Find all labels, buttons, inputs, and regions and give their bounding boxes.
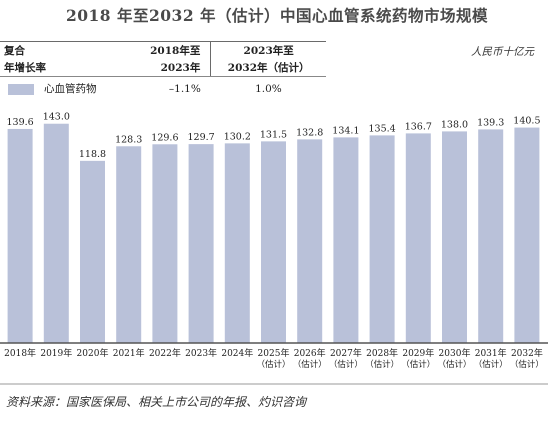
bar-11 <box>405 133 431 343</box>
cagr-period1-line1: 2018年至 <box>128 41 211 59</box>
x-tick-label-14: 2032年 <box>511 347 543 359</box>
bar-value-label-3: 128.3 <box>115 134 142 145</box>
x-tick-sublabel-7: （估计） <box>256 359 290 370</box>
x-tick-label-10: 2028年 <box>366 347 398 359</box>
bar-value-label-6: 130.2 <box>224 131 251 142</box>
cagr-period2-line1: 2023年至 <box>210 41 326 59</box>
bar-8 <box>297 139 323 343</box>
x-tick-label-0: 2018年 <box>4 347 36 359</box>
x-tick-sublabel-10: （估计） <box>365 359 399 370</box>
bar-3 <box>116 146 142 343</box>
bar-14 <box>514 127 540 343</box>
bar-1 <box>43 123 69 343</box>
chart-title: 2018 年至2032 年（估计）中国心血管系统药物市场规模 <box>65 6 489 25</box>
x-tick-label-1: 2019年 <box>40 347 72 359</box>
bar-value-label-5: 129.7 <box>187 132 214 143</box>
bar-value-label-14: 140.5 <box>513 116 540 127</box>
x-tick-label-7: 2025年 <box>258 347 290 359</box>
x-tick-sublabel-8: （估计） <box>293 359 327 370</box>
bar-13 <box>478 129 504 343</box>
legend-label: 心血管药物 <box>44 83 97 95</box>
x-tick-label-12: 2030年 <box>439 347 471 359</box>
cagr-value-row: 心血管药物 –1.1% 1.0% <box>0 77 326 98</box>
bar-10 <box>369 135 395 343</box>
bar-value-label-2: 118.8 <box>79 149 106 160</box>
cagr-period2-line2: 2032年（估计） <box>210 59 326 77</box>
source-note: 资料来源：国家医保局、相关上市公司的年报、灼识咨询 <box>6 395 307 409</box>
cagr-header-row-1: 复合 2018年至 2023年至 <box>0 41 326 59</box>
bar-value-label-12: 138.0 <box>441 119 468 130</box>
bar-value-label-13: 139.3 <box>477 117 504 128</box>
x-tick-sublabel-11: （估计） <box>401 359 435 370</box>
x-tick-label-9: 2027年 <box>330 347 362 359</box>
bar-value-label-7: 131.5 <box>260 129 287 140</box>
bar-value-label-0: 139.6 <box>6 117 33 128</box>
bar-9 <box>333 137 359 343</box>
x-tick-label-11: 2029年 <box>402 347 434 359</box>
cagr-row-label-2: 年增长率 <box>0 59 129 77</box>
bar-0 <box>7 128 33 343</box>
bar-5 <box>188 144 214 343</box>
cagr-row-label-1: 复合 <box>0 41 129 59</box>
bar-value-label-4: 129.6 <box>151 132 178 143</box>
x-tick-sublabel-13: （估计） <box>474 359 508 370</box>
legend-swatch <box>8 83 34 95</box>
bar-4 <box>152 144 178 343</box>
cagr-table: 复合 2018年至 2023年至 年增长率 2023年 2032年（估计） 心血… <box>0 41 326 97</box>
bar-6 <box>224 143 250 343</box>
x-tick-sublabel-14: （估计） <box>510 359 544 370</box>
x-tick-label-6: 2024年 <box>221 347 253 359</box>
bar-value-label-9: 134.1 <box>332 125 359 136</box>
bar-value-label-11: 136.7 <box>405 121 432 132</box>
cagr-period1-line2: 2023年 <box>128 59 211 77</box>
legend-item: 心血管药物 <box>0 77 128 98</box>
unit-label: 人民币十亿元 <box>471 46 534 58</box>
x-tick-label-3: 2021年 <box>113 347 145 359</box>
bar-value-label-10: 135.4 <box>368 123 395 134</box>
bar-2 <box>80 160 105 343</box>
x-tick-sublabel-12: （估计） <box>437 359 471 370</box>
cagr-value-2: 1.0% <box>255 82 282 95</box>
x-tick-label-5: 2023年 <box>185 347 217 359</box>
x-tick-sublabel-9: （估计） <box>329 359 363 370</box>
cagr-value-1: –1.1% <box>168 82 201 95</box>
x-tick-label-13: 2031年 <box>475 347 507 359</box>
x-tick-label-4: 2022年 <box>149 347 181 359</box>
bar-7 <box>261 141 286 343</box>
bar-12 <box>442 131 467 343</box>
x-tick-label-2: 2020年 <box>77 347 109 359</box>
cagr-header-row-2: 年增长率 2023年 2032年（估计） <box>0 59 326 77</box>
bar-value-label-8: 132.8 <box>296 127 323 138</box>
bar-value-label-1: 143.0 <box>43 112 70 123</box>
x-tick-label-8: 2026年 <box>294 347 326 359</box>
